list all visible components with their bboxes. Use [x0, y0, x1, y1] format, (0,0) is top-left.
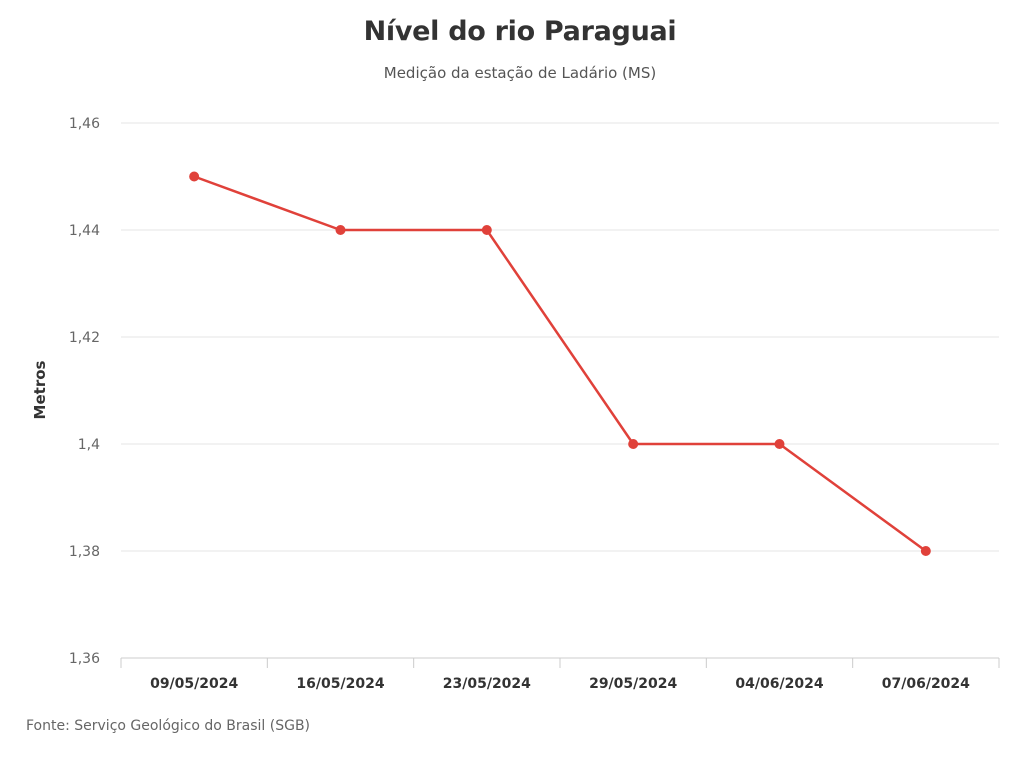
x-tick-label: 04/06/2024: [735, 676, 823, 692]
x-axis: [120, 657, 1000, 668]
chart-subtitle: Medição da estação de Ladário (MS): [383, 64, 657, 82]
y-tick-label: 1,42: [69, 330, 100, 346]
y-tick-label: 1,4: [78, 437, 100, 453]
gridlines: [121, 122, 999, 552]
y-tick-label: 1,44: [69, 223, 100, 239]
x-tick-label: 29/05/2024: [589, 676, 677, 692]
data-point[interactable]: [628, 439, 639, 449]
data-point[interactable]: [189, 171, 200, 182]
x-tick-label: 23/05/2024: [443, 676, 531, 692]
x-axis-ticks: 09/05/2024 16/05/2024 23/05/2024 29/05/2024…: [150, 676, 970, 692]
y-tick-label: 1,36: [69, 651, 100, 667]
x-tick-label: 16/05/2024: [296, 676, 384, 692]
source-note: Fonte: Serviço Geológico do Brasil (SGB): [26, 718, 311, 734]
x-tick-label: 07/06/2024: [882, 676, 970, 692]
data-point[interactable]: [920, 546, 931, 556]
y-axis-ticks: 1,46 1,44 1,42 1,4 1,38 1,36: [69, 116, 100, 667]
y-tick-label: 1,38: [69, 544, 100, 560]
x-tick-label: 09/05/2024: [150, 676, 238, 692]
y-axis-title: Metros: [31, 360, 49, 419]
data-point[interactable]: [774, 439, 785, 449]
data-points: [189, 171, 931, 556]
series-path: [193, 175, 927, 553]
y-tick-label: 1,46: [69, 116, 100, 132]
data-point[interactable]: [335, 225, 346, 235]
series-line: [193, 175, 927, 553]
chart-title: Nível do rio Paraguai: [363, 16, 677, 47]
data-point[interactable]: [481, 225, 492, 235]
